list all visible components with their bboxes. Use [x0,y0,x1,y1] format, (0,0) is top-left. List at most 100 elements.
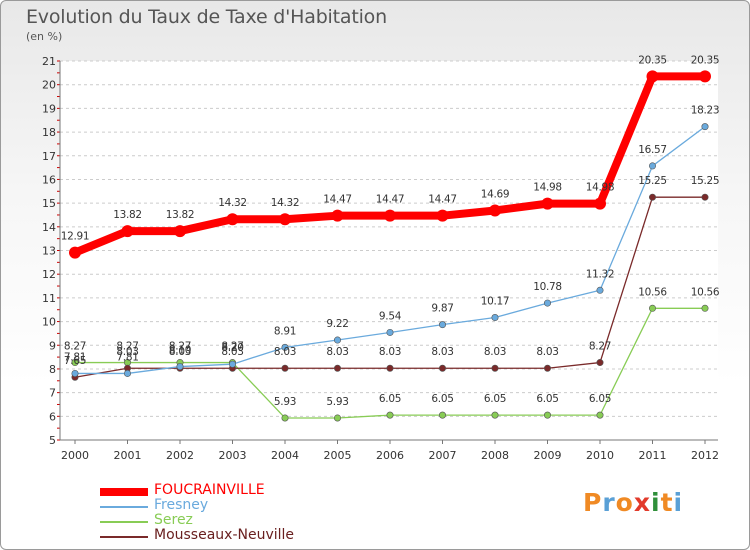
data-label: 8.03 [169,346,191,358]
data-label: 8.03 [116,346,138,358]
y-tick-label: 16 [42,173,56,186]
data-point [281,414,289,422]
data-point [386,364,394,372]
y-tick-label: 6 [49,410,56,423]
data-point [648,304,656,312]
data-point [596,359,604,367]
data-point [594,197,606,210]
legend-swatch [100,488,148,496]
data-point [69,246,81,259]
data-point [229,360,237,368]
data-label: 6.05 [379,393,401,405]
logo-letter: o [615,488,634,517]
data-label: 6.05 [484,393,506,405]
data-point [281,343,289,351]
logo-letter: t [660,488,674,517]
data-label: 14.47 [428,194,457,206]
y-tick-label: 11 [42,292,56,305]
data-point [543,364,551,372]
data-label: 8.20 [221,342,243,354]
y-tick-label: 10 [42,316,56,329]
x-tick-label: 2009 [534,449,562,462]
data-label: 12.91 [61,231,90,243]
data-point [543,299,551,307]
y-tick-label: 19 [42,102,56,115]
logo-letter: x [633,488,651,517]
data-point [491,314,499,322]
data-label: 16.57 [638,144,667,156]
legend-swatch [100,536,148,538]
data-point [279,213,291,226]
x-tick-label: 2004 [271,449,299,462]
x-tick-label: 2003 [219,449,247,462]
data-label: 7.65 [64,355,86,367]
data-label: 8.03 [274,346,296,358]
data-label: 8.03 [536,346,558,358]
y-tick-label: 14 [42,221,56,234]
x-tick-label: 2006 [376,449,404,462]
logo-letter: i [673,488,684,517]
data-label: 8.03 [379,346,401,358]
x-tick-label: 2010 [586,449,614,462]
data-point [436,209,449,222]
x-tick-label: 2008 [481,449,509,462]
data-label: 8.27 [64,341,86,353]
data-label: 15.25 [691,175,720,187]
data-label: 6.05 [431,393,453,405]
logo-letter: i [651,488,661,517]
x-tick-label: 2002 [166,449,194,462]
y-tick-label: 5 [49,434,56,447]
data-point [438,364,446,372]
legend-swatch [100,506,148,508]
data-label: 10.78 [533,281,562,293]
legend-label: Fresney [154,497,209,513]
y-tick-label: 15 [42,197,56,210]
data-label: 14.47 [323,194,352,206]
data-label: 15.25 [638,175,667,187]
data-point [491,364,499,372]
data-point [174,225,186,238]
data-label: 10.56 [638,286,667,298]
y-tick-label: 7 [49,387,56,400]
y-tick-label: 13 [42,245,56,258]
data-label: 5.93 [326,396,348,408]
legend-item: Serez [100,513,360,529]
data-label: 8.03 [431,346,453,358]
data-label: 8.27 [589,341,611,353]
data-label: 7.81 [64,351,86,363]
data-label: 7.81 [116,351,138,363]
data-point [71,369,79,377]
data-label: 9.54 [379,310,402,322]
data-label: 8.03 [484,346,506,358]
data-point [121,225,134,238]
data-point [71,359,79,367]
data-point [331,209,344,222]
logo-letter: r [602,488,616,517]
x-tick-label: 2000 [61,449,89,462]
data-point [176,363,184,371]
data-label: 8.27 [116,341,138,353]
data-label: 10.56 [691,286,720,298]
data-point [701,304,709,312]
y-tick-label: 21 [42,55,56,68]
data-point [333,364,341,372]
data-point [596,286,604,294]
legend: FOUCRAINVILLE Fresney Serez Mousseaux-Neuvi… [100,483,360,544]
data-label: 8.91 [274,325,296,337]
x-tick-label: 2001 [114,449,142,462]
data-label: 14.98 [586,182,615,194]
data-label: 13.82 [166,209,195,221]
data-label: 6.05 [536,393,558,405]
data-label: 9.87 [431,303,453,315]
data-point [491,411,499,419]
data-label: 8.27 [169,341,191,353]
data-point [333,336,341,344]
data-label: 11.32 [586,268,615,280]
chart-subtitle: (en %) [26,30,63,43]
data-point [701,123,709,131]
data-label: 10.17 [481,296,510,308]
data-point [699,70,711,83]
legend-item: Mousseaux-Neuville [100,528,360,544]
data-point [386,328,394,336]
